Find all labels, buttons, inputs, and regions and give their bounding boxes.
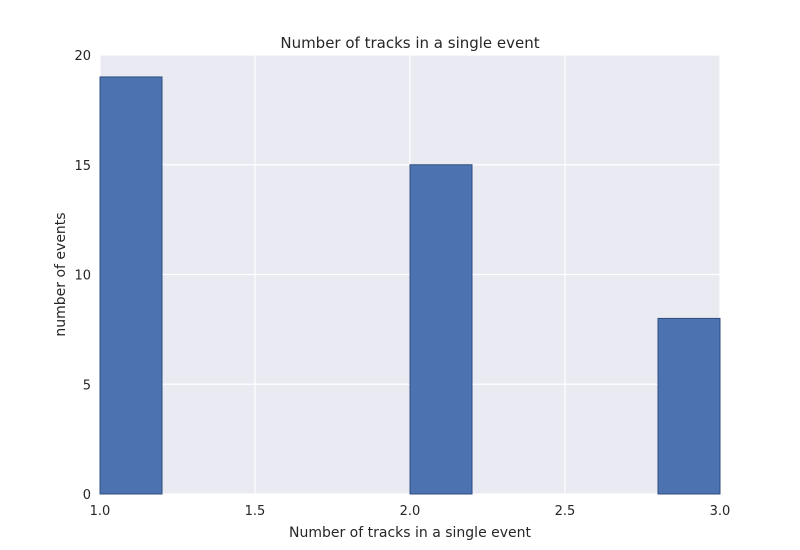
chart-title: Number of tracks in a single event <box>280 34 539 52</box>
x-tick-label: 2.5 <box>555 504 576 519</box>
y-axis-label: number of events <box>53 212 69 336</box>
histogram-bar <box>657 317 721 495</box>
x-axis-label: Number of tracks in a single event <box>289 525 532 541</box>
y-tick-label: 0 <box>83 488 91 503</box>
y-tick-label: 5 <box>83 378 91 393</box>
x-tick-label: 1.0 <box>90 504 111 519</box>
tick-labels: 1.0 1.5 2.0 2.5 3.0 0 5 10 15 20 <box>74 49 730 519</box>
y-tick-label: 15 <box>74 159 91 174</box>
histogram-bar <box>99 76 163 495</box>
x-tick-label: 1.5 <box>245 504 266 519</box>
histogram-bar <box>409 164 473 495</box>
bars <box>99 76 721 495</box>
y-tick-label: 10 <box>74 269 91 284</box>
x-tick-label: 3.0 <box>710 504 731 519</box>
x-tick-label: 2.0 <box>400 504 421 519</box>
y-tick-label: 20 <box>74 49 91 64</box>
